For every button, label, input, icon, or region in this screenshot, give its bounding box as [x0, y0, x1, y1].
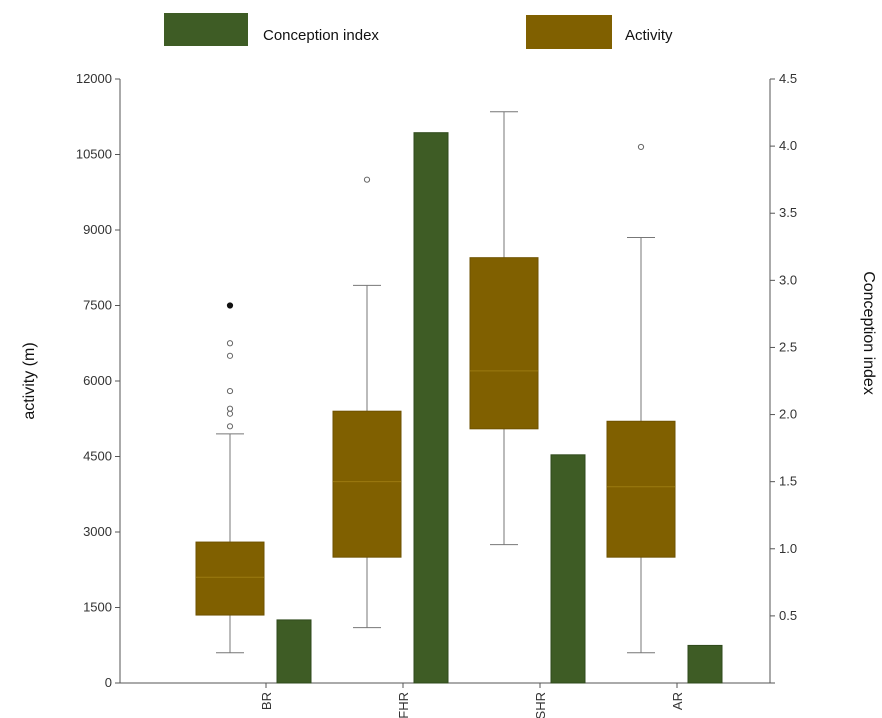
outlier-point [226, 410, 234, 417]
legend: Conception index Activity [164, 13, 673, 49]
y2-axis-title: Conception index [860, 271, 877, 395]
conception-bar [550, 454, 586, 684]
legend-swatch-conception-index [164, 13, 248, 46]
activity-box [606, 420, 676, 558]
outlier-point [363, 176, 371, 183]
conception-bar [276, 619, 312, 684]
activity-box [469, 257, 539, 430]
outlier-point [637, 143, 645, 151]
y-tick-label: 6000 [83, 373, 112, 388]
y2-tick-label: 2.0 [779, 407, 797, 422]
y2-tick-label: 0.5 [779, 608, 797, 623]
activity-box [195, 541, 265, 616]
x-tick-label: FHR [396, 692, 411, 718]
y-tick-label: 9000 [83, 222, 112, 237]
y2-tick-label: 4.5 [779, 71, 797, 86]
conception-bar [413, 132, 449, 684]
outlier-point [226, 352, 234, 359]
y-tick-label: 12000 [76, 71, 112, 86]
legend-label-conception-index: Conception index [263, 27, 379, 44]
activity-box [332, 410, 402, 558]
y-tick-label: 1500 [83, 600, 112, 615]
outlier-point [226, 340, 234, 347]
y-tick-label: 10500 [76, 147, 112, 162]
legend-label-activity: Activity [625, 27, 673, 44]
y2-tick-label: 1.0 [779, 541, 797, 556]
conception-bar [687, 644, 723, 684]
x-tick-label: SHR [533, 692, 548, 718]
axes: 0 1500 3000 4500 6000 7500 9000 10500 12000 0.5 1.… [76, 71, 797, 718]
extreme-point [226, 302, 234, 309]
y-tick-label: 4500 [83, 449, 112, 464]
y2-tick-label: 3.5 [779, 205, 797, 220]
y-tick-label: 7500 [83, 298, 112, 313]
y-axis-title: activity (m) [21, 342, 38, 419]
y2-tick-label: 1.5 [779, 474, 797, 489]
y2-tick-label: 3.0 [779, 272, 797, 287]
x-tick-label: BR [259, 692, 274, 710]
outlier-point [226, 423, 234, 430]
chart-marks [195, 111, 723, 684]
y-tick-label: 0 [105, 675, 112, 690]
outlier-point [226, 405, 234, 412]
y2-tick-label: 2.5 [779, 339, 797, 354]
legend-swatch-activity [526, 15, 612, 49]
y-tick-label: 3000 [83, 524, 112, 539]
y2-tick-label: 4.0 [779, 138, 797, 153]
x-tick-label: AR [670, 692, 685, 710]
outlier-point [226, 387, 234, 395]
